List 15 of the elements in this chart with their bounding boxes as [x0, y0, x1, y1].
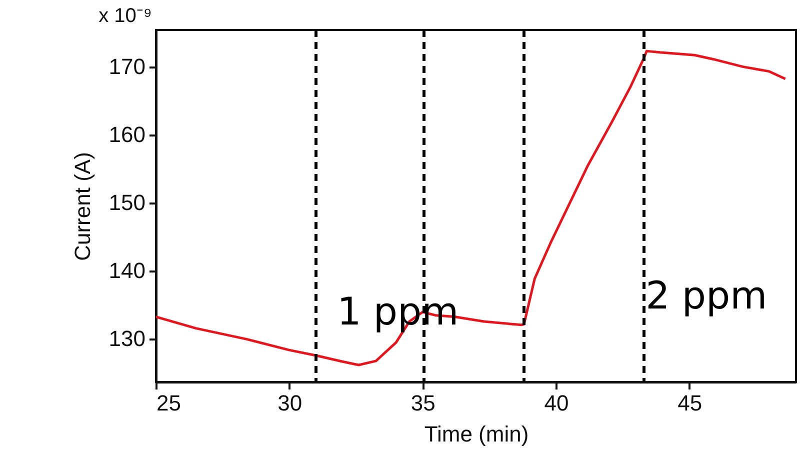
y-axis-title: Current (A): [70, 152, 95, 261]
y-tick-label: 140: [108, 258, 146, 284]
x-axis-title: Time (min): [424, 422, 529, 446]
y-tick-label: 160: [108, 122, 146, 148]
x-tick-label: 30: [278, 390, 302, 416]
line-series: [156, 50, 787, 366]
x-tick-label: 40: [544, 390, 569, 416]
y-tick-label: 150: [108, 190, 146, 216]
y-tick-label: 130: [108, 326, 146, 352]
text: x 10⁻⁹: [98, 5, 152, 27]
x-tick-label: 45: [678, 390, 702, 416]
x-tick-label: 35: [410, 390, 436, 416]
y-tick-label: 170: [108, 54, 146, 80]
annotation: 2 ppm: [646, 274, 768, 318]
x-tick-label: 25: [156, 390, 181, 416]
